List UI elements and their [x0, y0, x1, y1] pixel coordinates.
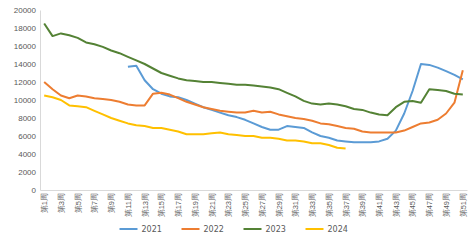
- x-tick: 第9周: [107, 190, 116, 213]
- x-tick-label: 第33周: [308, 193, 317, 217]
- x-tick-label: 第15周: [157, 193, 166, 217]
- y-tick: 0: [32, 186, 40, 195]
- x-tick-label: 第1周: [40, 193, 49, 213]
- y-tick-label: 6000: [18, 132, 36, 141]
- x-tick-label: 第49周: [442, 193, 451, 217]
- x-tick: 第27周: [258, 190, 267, 217]
- x-tick-label: 第27周: [258, 193, 267, 217]
- y-tick-label: 16000: [14, 42, 37, 51]
- x-tick-label: 第47周: [425, 193, 434, 217]
- x-tick: 第47周: [425, 190, 434, 217]
- legend-item: 2024: [306, 225, 348, 234]
- y-tick-label: 10000: [14, 96, 37, 105]
- series-line: [44, 96, 345, 149]
- x-tick-label: 第45周: [408, 193, 417, 217]
- legend-item: 2021: [120, 225, 162, 234]
- y-tick: 8000: [18, 114, 40, 123]
- x-tick: 第51周: [459, 190, 468, 217]
- x-axis: 第1周第3周第5周第7周第9周第11周第13周第15周第17周第19周第21周第…: [40, 190, 468, 217]
- y-tick-label: 0: [32, 186, 37, 195]
- y-tick-label: 2000: [18, 168, 36, 177]
- y-tick: 16000: [14, 42, 40, 51]
- x-tick: 第23周: [224, 190, 233, 217]
- legend-label: 2021: [142, 225, 162, 234]
- x-tick: 第19周: [191, 190, 200, 217]
- y-tick: 2000: [18, 168, 40, 177]
- y-tick: 6000: [18, 132, 40, 141]
- legend-item: 2022: [182, 225, 224, 234]
- x-tick-label: 第51周: [459, 193, 468, 217]
- legend-label: 2023: [266, 225, 286, 234]
- x-tick: 第35周: [325, 190, 334, 217]
- x-tick-label: 第29周: [275, 193, 284, 217]
- y-tick-label: 20000: [14, 6, 37, 15]
- x-tick: 第49周: [442, 190, 451, 217]
- x-tick: 第1周: [40, 190, 49, 213]
- x-tick: 第11周: [124, 190, 133, 217]
- y-tick-label: 14000: [14, 60, 37, 69]
- legend-label: 2024: [328, 225, 348, 234]
- legend-label: 2022: [204, 225, 224, 234]
- series-line: [44, 70, 463, 132]
- x-tick: 第5周: [74, 190, 83, 213]
- x-tick: 第13周: [141, 190, 150, 217]
- x-tick: 第39周: [358, 190, 367, 217]
- y-tick: 10000: [14, 96, 40, 105]
- x-tick: 第37周: [341, 190, 350, 217]
- x-tick: 第3周: [57, 190, 66, 213]
- y-axis-line: [40, 11, 41, 191]
- x-tick-label: 第17周: [174, 193, 183, 217]
- x-tick: 第31周: [291, 190, 300, 217]
- x-tick-label: 第23周: [224, 193, 233, 217]
- legend-swatch: [182, 228, 200, 230]
- y-tick: 4000: [18, 150, 40, 159]
- legend: 2021 2022 2023 2024: [120, 225, 348, 234]
- x-tick-label: 第43周: [392, 193, 401, 217]
- x-tick-label: 第35周: [325, 193, 334, 217]
- y-tick-label: 18000: [14, 24, 37, 33]
- y-tick: 18000: [14, 24, 40, 33]
- series-line: [44, 24, 463, 116]
- y-tick: 12000: [14, 78, 40, 87]
- x-tick-label: 第5周: [74, 193, 83, 213]
- y-tick-label: 12000: [14, 78, 37, 87]
- x-tick-label: 第9周: [107, 193, 116, 213]
- x-tick: 第15周: [157, 190, 166, 217]
- x-tick-label: 第13周: [141, 193, 150, 217]
- chart: 0 2000 4000 6000 8000 10000 12000 14000 16000 180…: [0, 0, 475, 238]
- y-tick: 14000: [14, 60, 40, 69]
- x-tick: 第45周: [408, 190, 417, 217]
- legend-swatch: [244, 228, 262, 230]
- x-axis-line: [41, 190, 468, 191]
- x-tick: 第21周: [208, 190, 217, 217]
- x-tick-label: 第41周: [375, 193, 384, 217]
- x-tick: 第7周: [90, 190, 99, 213]
- legend-swatch: [120, 228, 138, 230]
- x-tick-label: 第25周: [241, 193, 250, 217]
- x-tick: 第17周: [174, 190, 183, 217]
- x-tick: 第29周: [275, 190, 284, 217]
- plot-area: 0 2000 4000 6000 8000 10000 12000 14000 16000 180…: [14, 6, 468, 217]
- x-tick-label: 第37周: [341, 193, 350, 217]
- legend-swatch: [306, 228, 324, 230]
- x-tick-label: 第7周: [90, 193, 99, 213]
- x-tick: 第43周: [392, 190, 401, 217]
- x-tick-label: 第21周: [208, 193, 217, 217]
- y-tick-label: 4000: [18, 150, 36, 159]
- x-tick-label: 第31周: [291, 193, 300, 217]
- x-tick: 第41周: [375, 190, 384, 217]
- y-axis: 0 2000 4000 6000 8000 10000 12000 14000 16000 180…: [14, 6, 41, 195]
- x-tick-label: 第39周: [358, 193, 367, 217]
- x-tick-label: 第3周: [57, 193, 66, 213]
- x-tick: 第25周: [241, 190, 250, 217]
- y-tick-label: 8000: [18, 114, 36, 123]
- y-tick: 20000: [14, 6, 40, 15]
- x-tick: 第33周: [308, 190, 317, 217]
- x-tick-label: 第19周: [191, 193, 200, 217]
- x-tick-label: 第11周: [124, 193, 133, 217]
- lines: [44, 24, 463, 149]
- legend-item: 2023: [244, 225, 286, 234]
